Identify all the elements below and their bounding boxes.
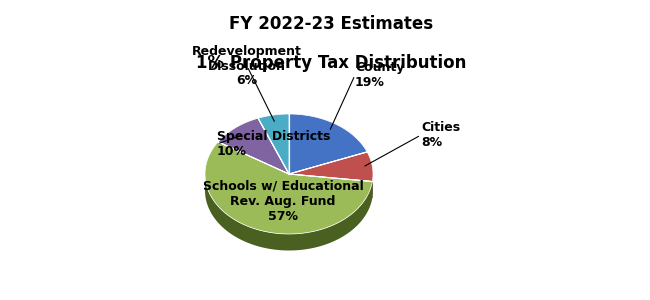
Polygon shape	[218, 118, 289, 174]
Text: FY 2022-23 Estimates: FY 2022-23 Estimates	[229, 15, 433, 33]
Polygon shape	[289, 114, 367, 174]
Polygon shape	[372, 174, 373, 198]
Polygon shape	[205, 175, 372, 250]
Text: Redevelopment
Dissolution
6%: Redevelopment Dissolution 6%	[192, 44, 302, 88]
Text: Special Districts
10%: Special Districts 10%	[217, 130, 330, 158]
Polygon shape	[205, 142, 372, 234]
Text: County
19%: County 19%	[355, 61, 404, 89]
Polygon shape	[289, 174, 372, 198]
Polygon shape	[289, 174, 372, 198]
Text: Schools w/ Educational
Rev. Aug. Fund
57%: Schools w/ Educational Rev. Aug. Fund 57…	[203, 179, 363, 223]
Polygon shape	[289, 152, 373, 182]
Polygon shape	[258, 114, 289, 174]
Text: Cities
8%: Cities 8%	[421, 121, 460, 149]
Text: 1% Property Tax Distribution: 1% Property Tax Distribution	[196, 54, 466, 72]
